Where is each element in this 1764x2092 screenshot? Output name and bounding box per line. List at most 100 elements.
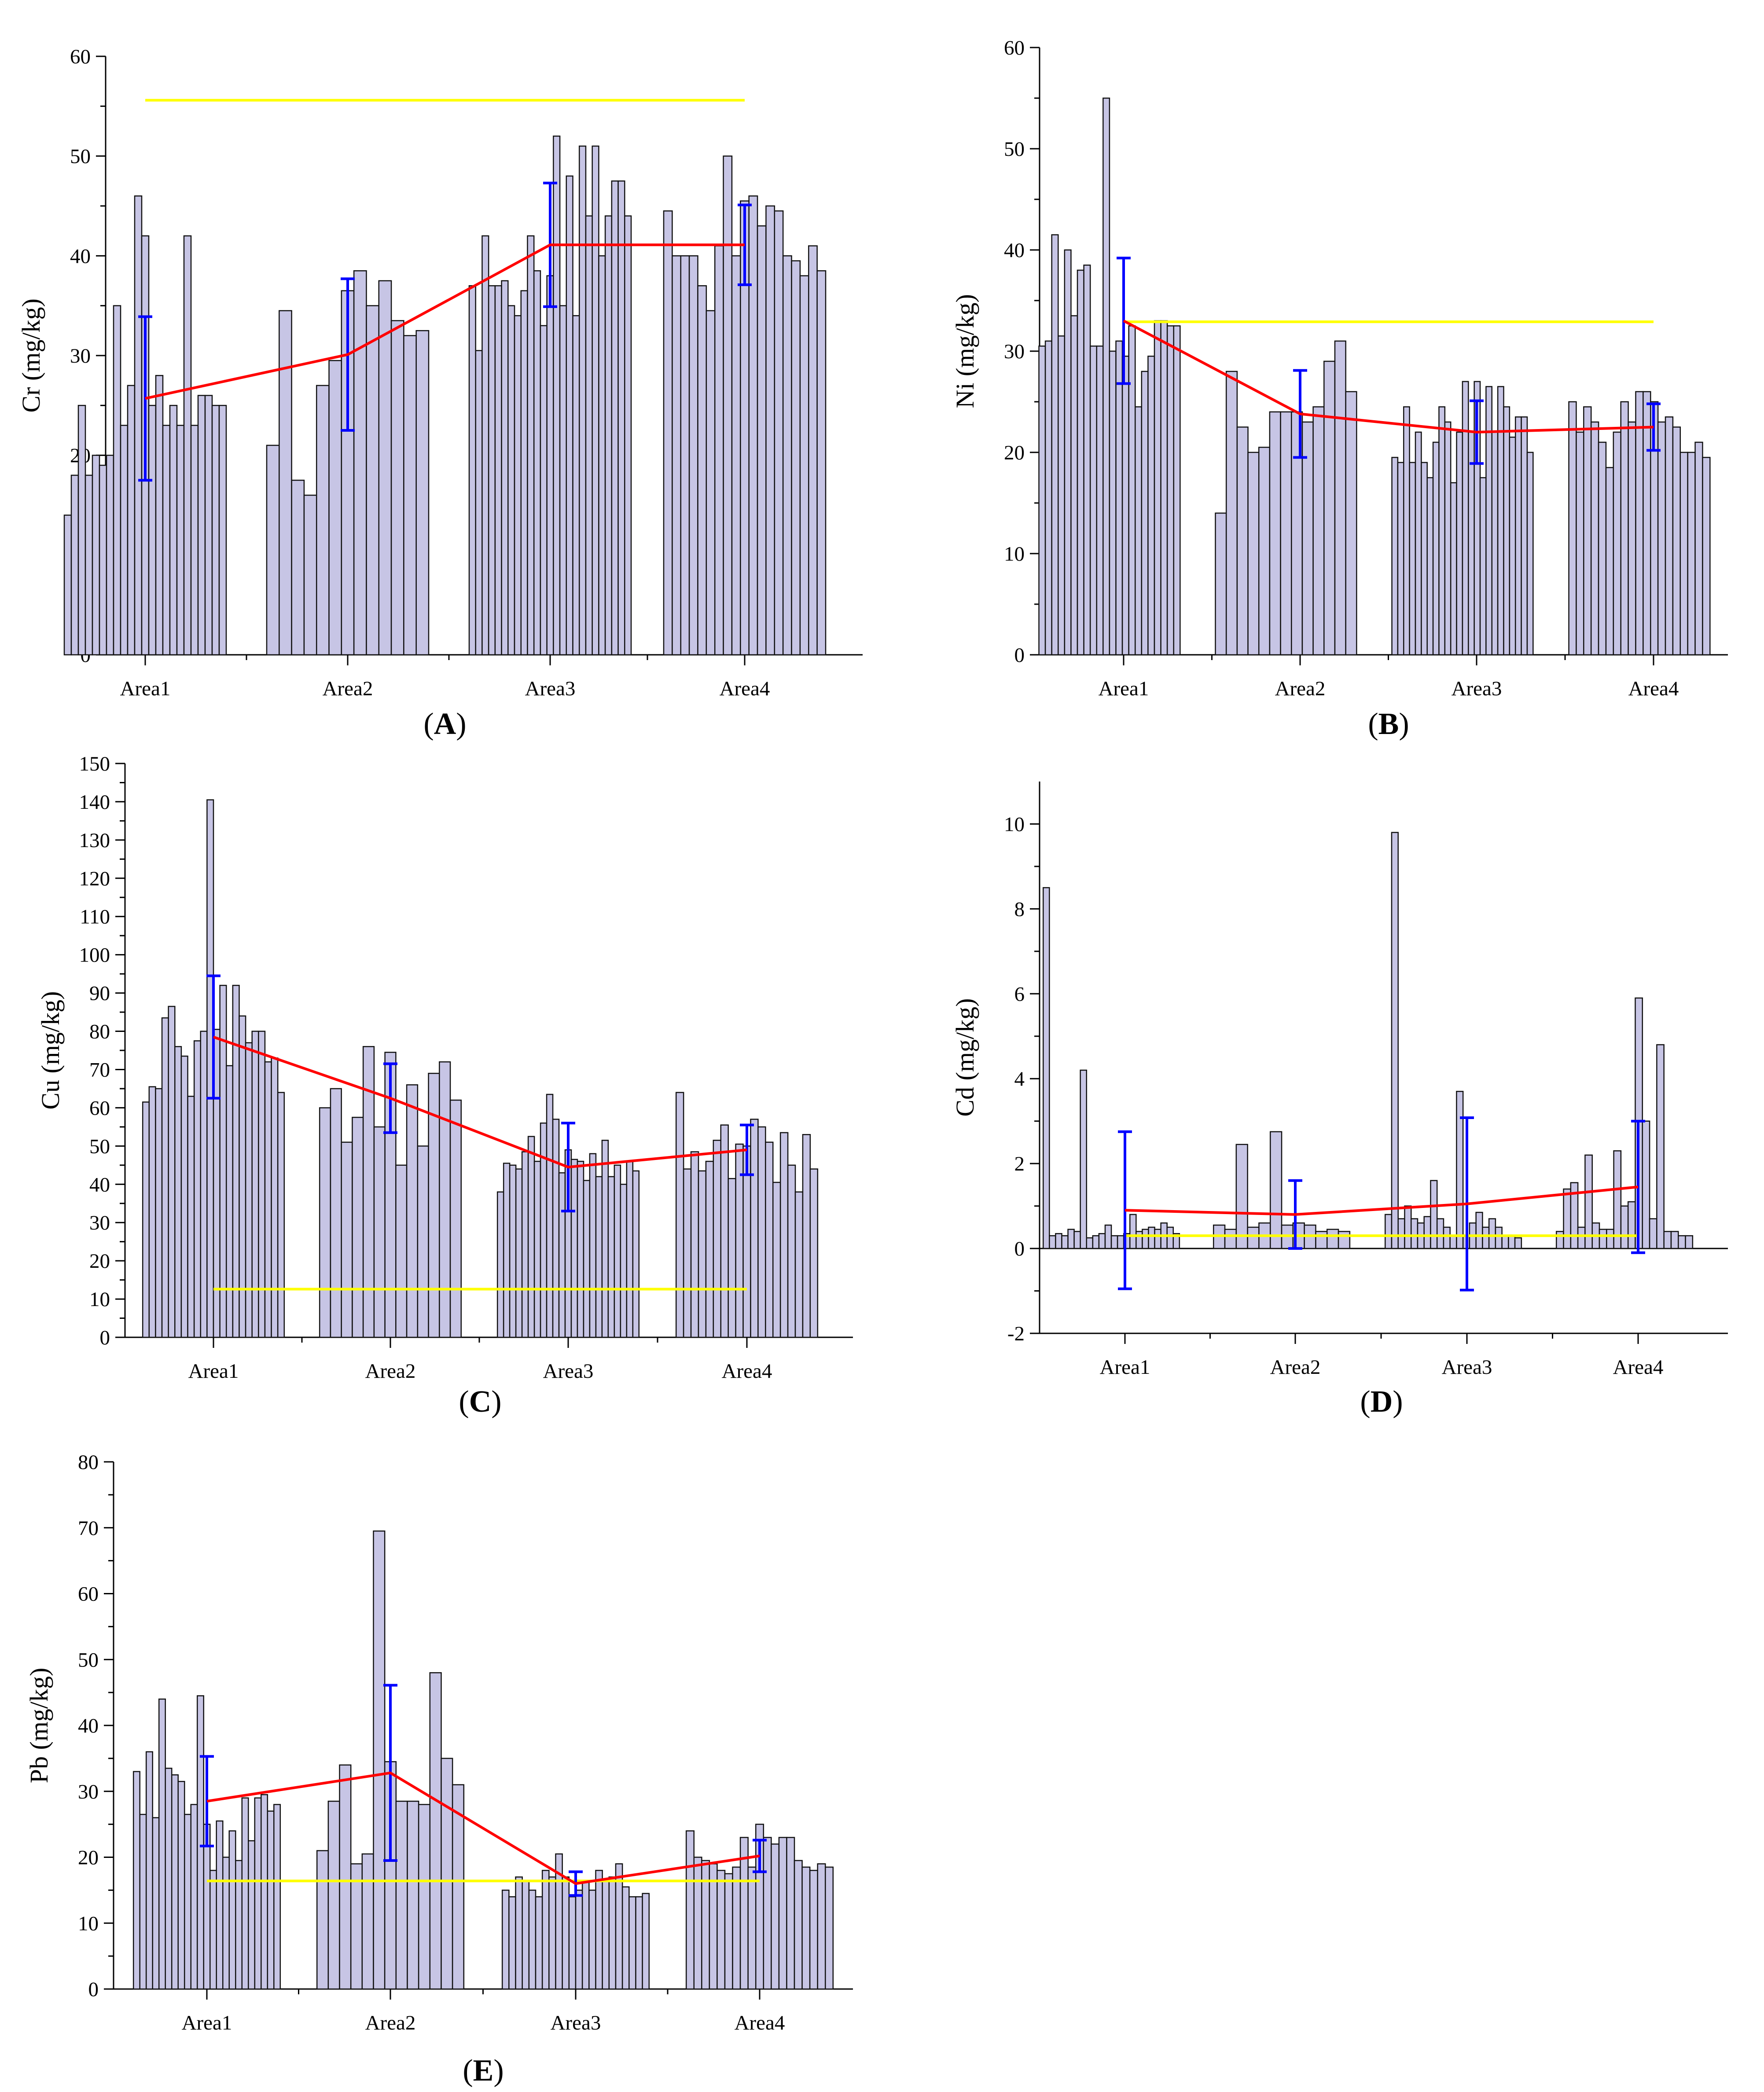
bar-area3 bbox=[578, 145, 587, 656]
y-tick-label: 2 bbox=[1014, 1152, 1025, 1175]
bar-area4 bbox=[1620, 1205, 1629, 1249]
bar-area2 bbox=[330, 1088, 342, 1338]
bar-area1 bbox=[1044, 340, 1052, 656]
bar-area3 bbox=[501, 280, 509, 656]
bar-area1 bbox=[132, 1771, 140, 1990]
bar-area3 bbox=[601, 1140, 609, 1338]
bar-area3 bbox=[501, 1890, 510, 1990]
bar-area4 bbox=[739, 1837, 749, 1990]
panel-label-open: ( bbox=[1368, 707, 1378, 741]
panel-label-letter: D bbox=[1371, 1385, 1393, 1419]
y-tick-label: 50 bbox=[78, 1648, 99, 1671]
y-tick-label: 60 bbox=[1004, 37, 1025, 59]
bar-area1 bbox=[155, 1088, 163, 1338]
bar-area2 bbox=[361, 1853, 374, 1990]
bar-area1 bbox=[197, 395, 206, 656]
bar-area4 bbox=[697, 285, 707, 656]
bar-area4 bbox=[728, 1178, 736, 1338]
panel-label-open: ( bbox=[1360, 1385, 1370, 1419]
bar-area1 bbox=[148, 405, 157, 656]
bar-area4 bbox=[757, 225, 767, 656]
bar-area1 bbox=[1160, 320, 1168, 656]
bar-area1 bbox=[211, 405, 220, 656]
bar-area3 bbox=[614, 1164, 621, 1338]
bar-area2 bbox=[373, 1530, 386, 1990]
bar-area1 bbox=[145, 1751, 153, 1990]
bar-area2 bbox=[415, 330, 430, 656]
y-tick-label: 30 bbox=[89, 1211, 110, 1234]
y-axis-label: Cu (mg/kg) bbox=[36, 991, 65, 1109]
bar-area4 bbox=[717, 1870, 726, 1990]
bar-area3 bbox=[1421, 462, 1428, 656]
bar-area4 bbox=[705, 1160, 714, 1338]
bar-area3 bbox=[540, 1122, 548, 1338]
bar-area4 bbox=[706, 310, 716, 656]
y-tick-label: 0 bbox=[88, 1978, 99, 2001]
y-axis-label: Cr (mg/kg) bbox=[17, 298, 45, 412]
bar-area3 bbox=[533, 1160, 541, 1338]
bar-area1 bbox=[1154, 1229, 1161, 1249]
bar-area3 bbox=[1526, 451, 1534, 656]
bar-area3 bbox=[503, 1163, 511, 1338]
bar-area1 bbox=[1070, 315, 1078, 656]
bar-area2 bbox=[328, 360, 342, 656]
bar-area4 bbox=[809, 1168, 819, 1338]
y-tick-label: 30 bbox=[1004, 340, 1025, 363]
bar-area3 bbox=[541, 1870, 550, 1990]
bar-area1 bbox=[171, 1774, 179, 1990]
bar-area4 bbox=[1702, 457, 1711, 656]
panel-label: (D) bbox=[1360, 1385, 1403, 1419]
bar-area3 bbox=[1391, 832, 1399, 1249]
bar-area3 bbox=[1397, 1218, 1405, 1249]
x-tick-label: Area2 bbox=[365, 1360, 416, 1383]
y-tick-label: 4 bbox=[1014, 1068, 1025, 1090]
panel-label: (C) bbox=[459, 1385, 501, 1419]
y-tick-label: 50 bbox=[70, 145, 91, 168]
bar-area4 bbox=[688, 255, 698, 656]
bar-area3 bbox=[1415, 431, 1422, 656]
panel-label-letter: E bbox=[473, 2054, 494, 2088]
bar-area3 bbox=[628, 1896, 636, 1990]
bar-area1 bbox=[1166, 1226, 1174, 1249]
panel-label-open: ( bbox=[459, 1385, 469, 1419]
y-tick-label: 150 bbox=[79, 752, 110, 775]
bar-area2 bbox=[341, 1141, 353, 1338]
bar-area2 bbox=[327, 1800, 340, 1990]
bar-area1 bbox=[1038, 345, 1046, 656]
bar-area2 bbox=[339, 1764, 352, 1990]
bar-area1 bbox=[1134, 406, 1143, 656]
bar-area3 bbox=[548, 1876, 556, 1990]
bar-area4 bbox=[799, 275, 809, 656]
x-tick-label: Area4 bbox=[1628, 677, 1679, 700]
y-tick-label: 50 bbox=[1004, 138, 1025, 161]
bar-area4 bbox=[1613, 1150, 1622, 1249]
bar-area1 bbox=[92, 455, 100, 656]
bar-area3 bbox=[1514, 1237, 1522, 1249]
bar-area2 bbox=[373, 1126, 386, 1338]
bar-area2 bbox=[1323, 360, 1336, 656]
bar-area4 bbox=[802, 1134, 811, 1338]
bar-area1 bbox=[85, 474, 93, 656]
bar-area1 bbox=[232, 984, 240, 1338]
bar-area3 bbox=[1449, 1235, 1457, 1249]
bar-area1 bbox=[183, 235, 192, 656]
bar-area1 bbox=[273, 1804, 281, 1990]
bar-area1 bbox=[1102, 97, 1110, 656]
mean-line bbox=[1123, 319, 1654, 434]
bar-area1 bbox=[1061, 1235, 1069, 1249]
bar-area3 bbox=[558, 1172, 566, 1338]
bar-area3 bbox=[522, 1879, 530, 1990]
bar-area4 bbox=[720, 1124, 729, 1338]
panel-label: (E) bbox=[463, 2054, 503, 2088]
bar-area4 bbox=[1555, 1231, 1564, 1249]
bar-area3 bbox=[528, 1890, 537, 1990]
y-tick-label: 70 bbox=[89, 1058, 110, 1081]
bar-area2 bbox=[1315, 1231, 1328, 1249]
bar-area3 bbox=[1514, 416, 1522, 656]
bar-area1 bbox=[264, 1061, 272, 1338]
bar-area1 bbox=[1172, 1233, 1180, 1249]
bar-area3 bbox=[1426, 477, 1434, 656]
y-tick-label: 40 bbox=[78, 1714, 99, 1737]
bar-area4 bbox=[1620, 401, 1629, 656]
bar-area1 bbox=[113, 305, 121, 656]
